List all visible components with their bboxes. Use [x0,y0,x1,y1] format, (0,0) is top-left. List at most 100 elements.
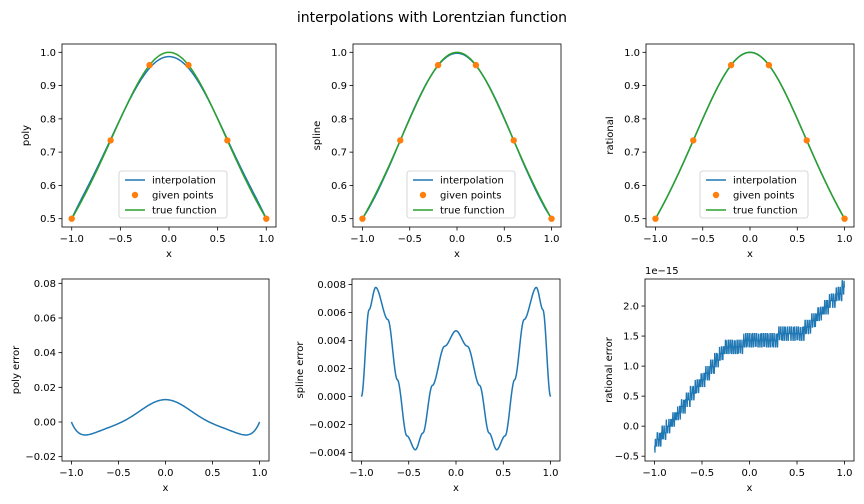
y-tick-label: 0.00 [34,418,56,429]
legend-label-interpolation: interpolation [733,176,797,187]
y-tick-label: 0.6 [331,181,347,192]
y-tick-label: 0.9 [624,81,640,92]
legend-label-given-points: given points [733,191,794,202]
y-tick-label: 0.7 [331,148,347,159]
legend-label-true-function: true function [152,206,217,217]
y-tick-label: 1.0 [331,48,347,59]
legend-label-true-function: true function [440,206,505,217]
given-point [727,61,735,69]
series-line-true-function [71,51,267,220]
y-tick-label: 0.006 [317,308,346,319]
x-tick-label: 0.0 [161,234,177,245]
y-axis-label: poly error [11,345,22,394]
given-point [263,215,270,222]
given-point [224,137,231,144]
y-tick-label: 0.8 [331,114,347,125]
x-tick-label: 1.0 [252,468,268,479]
y-axis-label: poly [21,125,32,146]
y-tick-label: 0.9 [331,81,347,92]
x-tick-label: −0.5 [106,468,130,479]
series-line-true-function [361,51,553,220]
y-tick-label: 0.6 [40,181,56,192]
subplot-spline: −1.0 −0.5 0.0 0.5 1.0 0.5 0.6 0.7 0.8 0.9 1.0 x spli… [312,43,562,260]
legend-box [406,170,516,219]
figure-title: interpolations with Lorentzian function [297,10,567,26]
y-tick-label: 2.0 [623,302,639,313]
y-tick-label: 0.7 [624,148,640,159]
y-tick-label: 0.5 [40,214,56,225]
legend-box [118,170,228,219]
subplot-spline-error: −1.0 −0.5 0.0 0.5 1.0 −0.004 −0.002 0.000 0.002 0… [295,278,561,494]
y-tick-label: −0.002 [309,420,346,431]
x-axis-label: x [453,483,459,494]
x-tick-label: 0.5 [496,234,512,245]
x-tick-label: 1.0 [258,234,274,245]
legend-label-interpolation: interpolation [440,176,504,187]
given-point [185,61,192,69]
x-tick-label: 0.0 [448,468,464,479]
legend-marker-given-points [712,191,720,199]
plot-area-poly-error [70,398,261,436]
axes-frame [644,278,855,462]
x-tick-label: 0.5 [789,234,805,245]
x-axis-label: x [163,483,169,494]
y-axis-label: spline [312,121,323,151]
x-tick-label: 0.0 [742,468,758,479]
y-axis-label: spline error [295,341,306,399]
y-tick-label: 0.5 [623,392,639,403]
given-point [652,215,659,222]
x-tick-label: 1.0 [544,234,560,245]
x-tick-label: −0.5 [690,468,714,479]
legend-marker-given-points [131,191,139,199]
x-tick-label: −0.5 [108,234,132,245]
legend: interpolation given points true function [118,170,228,219]
y-tick-label: 0.004 [317,336,346,347]
given-point [107,137,114,144]
given-point [359,215,366,222]
y-tick-label: −0.5 [615,452,639,463]
y-tick-label: 0.5 [624,214,640,225]
legend-label-interpolation: interpolation [152,176,216,187]
y-tick-label: 0.9 [40,81,56,92]
legend-label-given-points: given points [152,191,213,202]
plot-area-spline [359,51,555,222]
plot-area-rational-error [654,280,845,453]
x-tick-label: −1.0 [350,234,374,245]
subplot-poly-error: −1.0 −0.5 0.0 0.5 1.0 −0.02 0.00 0.02 0.04 0.06 0.… [11,278,270,494]
plot-area-poly [68,51,270,222]
plot-area-spline-error [360,286,552,451]
y-tick-label: 0.7 [40,148,56,159]
legend-label-true-function: true function [733,206,798,217]
x-tick-label: −1.0 [642,468,666,479]
x-tick-label: −0.5 [691,234,715,245]
y-tick-label: 0.8 [624,114,640,125]
y-tick-label: 0.08 [34,279,56,290]
x-tick-label: 0.0 [742,234,758,245]
given-point [397,137,404,144]
y-tick-label: 1.0 [624,48,640,59]
series-line-error [654,280,845,453]
legend-box [699,170,809,219]
x-tick-label: −1.0 [349,468,373,479]
series-line-error [70,398,261,436]
legend-label-given-points: given points [440,191,501,202]
given-point [548,215,555,222]
x-tick-label: 0.5 [789,468,805,479]
series-line-true-function [654,51,846,220]
x-tick-label: −1.0 [59,468,83,479]
x-tick-label: 0.5 [210,234,226,245]
x-tick-label: 0.0 [158,468,174,479]
given-point [434,61,442,69]
x-tick-label: 0.5 [495,468,511,479]
x-tick-label: 0.5 [205,468,221,479]
subplot-grid: −1.0 −0.5 0.0 0.5 1.00.50.60.70.80.91.0xpoly… [11,43,855,494]
y-tick-label: 1.0 [40,48,56,59]
plot-area-rational [652,51,848,222]
y-tick-label: −0.02 [25,452,56,463]
y-tick-label: 1.5 [623,332,639,343]
x-tick-label: −1.0 [60,234,84,245]
y-tick-label: 0.000 [317,392,346,403]
x-tick-label: −0.5 [397,468,421,479]
y-axis-label: rational [605,116,616,154]
y-tick-label: 0.008 [317,280,346,291]
